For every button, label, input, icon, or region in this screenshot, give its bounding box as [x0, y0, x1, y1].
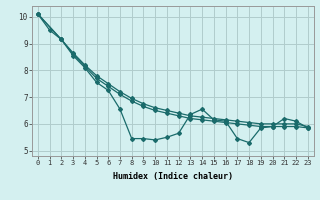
X-axis label: Humidex (Indice chaleur): Humidex (Indice chaleur)	[113, 172, 233, 181]
